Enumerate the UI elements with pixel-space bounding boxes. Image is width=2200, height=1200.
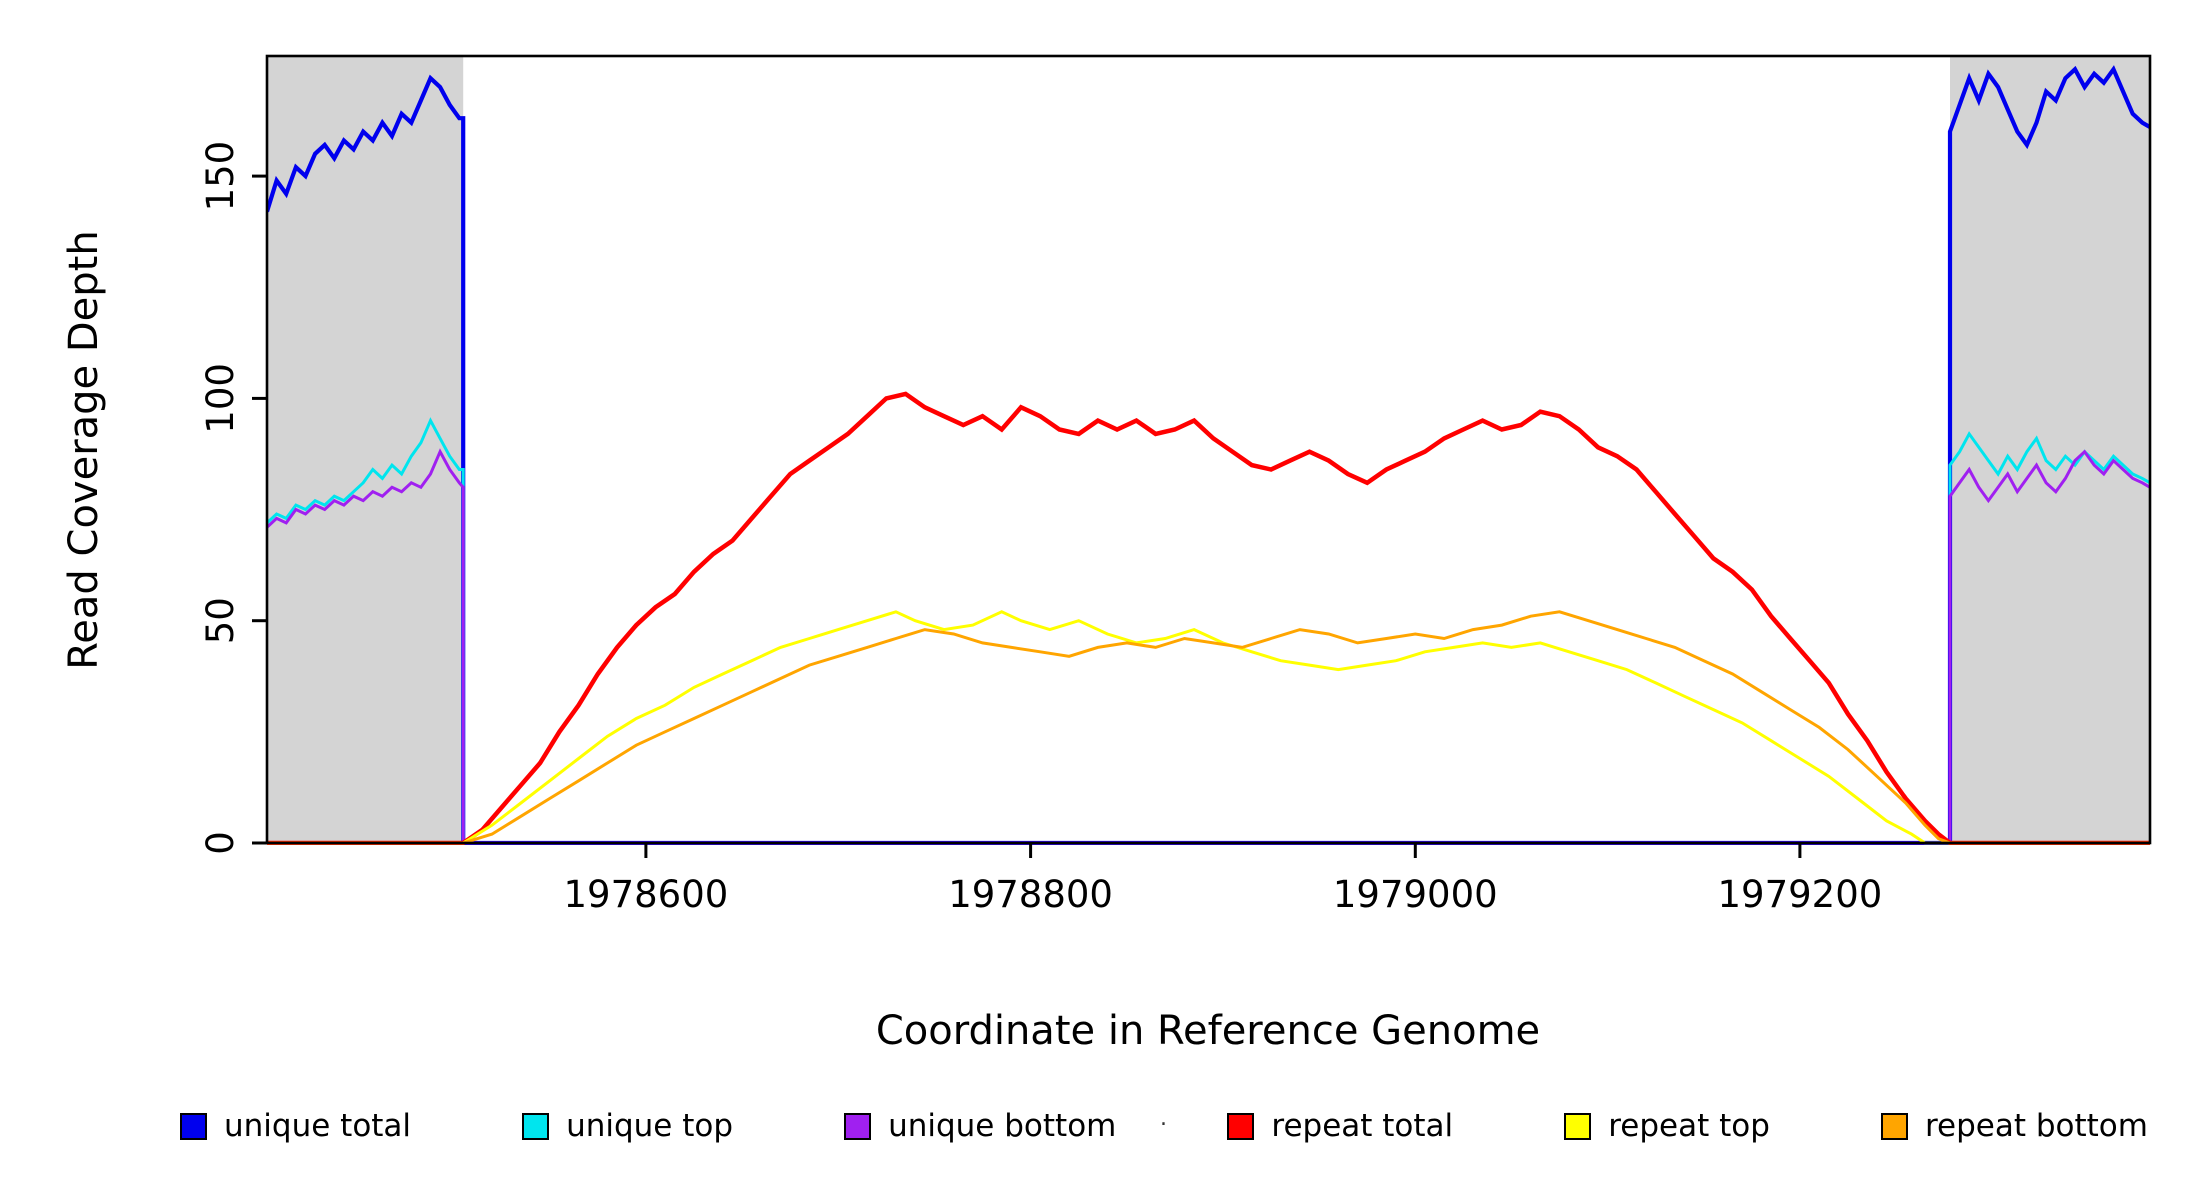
legend-swatch-unique-total (180, 1112, 207, 1140)
y-tick-label: 50 (199, 597, 242, 644)
legend-label-repeat-top: repeat top (1608, 1108, 1770, 1144)
legend-item-repeat-top: repeat top (1564, 1108, 1770, 1144)
legend-item-unique-total: unique total (180, 1108, 411, 1144)
x-tick-label: 1979200 (1718, 873, 1883, 916)
legend-label-repeat-bottom: repeat bottom (1924, 1108, 2148, 1144)
legend-note-dot: . (1160, 1106, 1167, 1131)
shaded-region-unique-flank-right (1950, 56, 2150, 843)
series-line-repeat-top (267, 610, 2150, 845)
plot-border (265, 54, 2152, 845)
legend-swatch-repeat-bottom (1880, 1112, 1908, 1140)
y-axis-title: Read Coverage Depth (61, 230, 107, 670)
legend-label-unique-top: unique top (566, 1108, 734, 1144)
x-tick-label: 1979000 (1333, 873, 1498, 916)
legend: unique total unique top unique bottom repea… (180, 1108, 2148, 1144)
legend-label-repeat-total: repeat total (1271, 1108, 1454, 1144)
legend-swatch-unique-bottom (844, 1112, 872, 1140)
legend-label-unique-total: unique total (224, 1108, 412, 1144)
y-tick-label: 100 (199, 363, 242, 434)
legend-item-repeat-bottom: repeat bottom (1880, 1108, 2148, 1144)
series-line-repeat-total (267, 391, 2150, 845)
x-axis-title: Coordinate in Reference Genome (875, 1008, 1541, 1054)
legend-label-unique-bottom: unique bottom (888, 1108, 1117, 1144)
series-group (266, 65, 2151, 845)
series-line-unique-total (266, 65, 2151, 845)
legend-item-unique-bottom: unique bottom (844, 1108, 1116, 1144)
y-tick-label: 0 (199, 831, 242, 855)
legend-item-unique-top: unique top (522, 1108, 733, 1144)
series-line-unique-bottom (266, 448, 2151, 845)
x-tick-label: 1978600 (564, 873, 729, 916)
y-tick-label: 150 (199, 141, 242, 212)
shaded-region-unique-flank-left (267, 56, 464, 843)
legend-swatch-repeat-top (1564, 1112, 1592, 1140)
x-tick-label: 1978800 (948, 873, 1113, 916)
legend-item-repeat-total: repeat total (1227, 1108, 1453, 1144)
series-line-repeat-bottom (267, 610, 2150, 845)
legend-swatch-unique-top (522, 1112, 550, 1140)
legend-swatch-repeat-total (1227, 1112, 1255, 1140)
